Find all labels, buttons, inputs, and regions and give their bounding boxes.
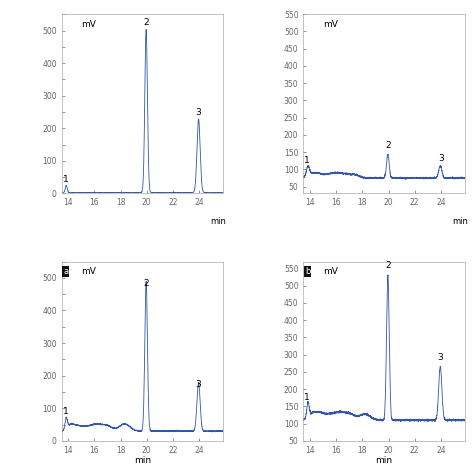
- Text: 3: 3: [438, 154, 444, 163]
- Text: mV: mV: [323, 267, 337, 276]
- Text: 3: 3: [438, 353, 443, 362]
- X-axis label: min: min: [134, 456, 151, 465]
- Text: 3: 3: [196, 108, 201, 117]
- Text: 2: 2: [385, 261, 391, 270]
- Text: 1: 1: [63, 407, 68, 416]
- X-axis label: min: min: [375, 456, 392, 465]
- Text: a: a: [63, 267, 68, 276]
- Text: min: min: [210, 217, 226, 226]
- Text: 1: 1: [304, 393, 310, 402]
- Text: mV: mV: [81, 267, 96, 276]
- Text: 2: 2: [143, 18, 149, 27]
- Text: 1: 1: [64, 175, 69, 184]
- Text: mV: mV: [323, 19, 337, 28]
- Text: 2: 2: [385, 141, 391, 150]
- Text: 3: 3: [196, 380, 201, 389]
- Text: 2: 2: [143, 279, 149, 288]
- Text: 1: 1: [304, 156, 310, 165]
- Text: b: b: [305, 267, 310, 276]
- Text: mV: mV: [81, 19, 96, 28]
- Text: min: min: [452, 217, 468, 226]
